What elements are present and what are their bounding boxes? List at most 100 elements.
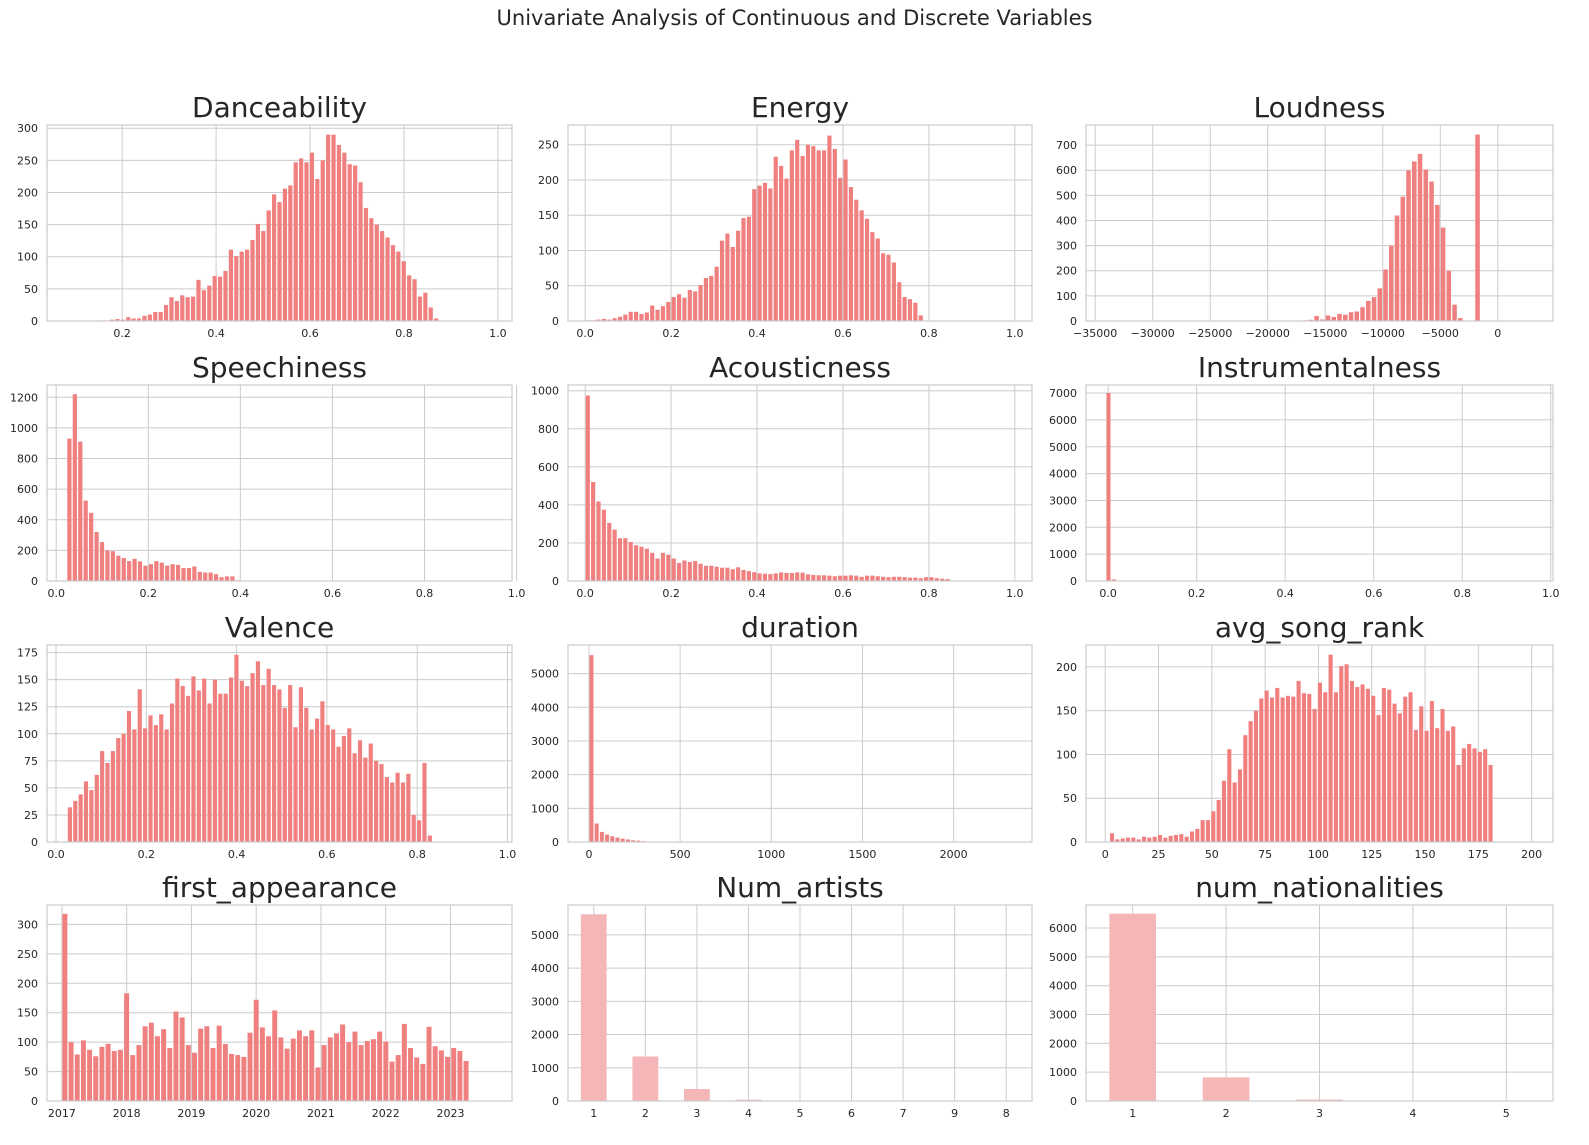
y-tick-label: 6000 (1049, 922, 1077, 935)
bar-acousticness (891, 576, 896, 581)
bar-avg-song-rank (1403, 696, 1408, 842)
bar-energy (848, 187, 854, 321)
bar-danceability (185, 297, 190, 321)
y-tick-label: 1000 (1049, 1066, 1077, 1079)
x-tick-label: 2017 (48, 1107, 76, 1120)
bar-speechiness (154, 561, 159, 581)
bar-acousticness (703, 565, 709, 581)
x-tick-label: 500 (670, 848, 691, 861)
bar-first-appearance (130, 1055, 136, 1101)
x-tick-label: 0.2 (140, 587, 158, 600)
bar-avg-song-rank (1472, 748, 1477, 842)
x-tick-label: 2018 (113, 1107, 141, 1120)
bar-acousticness (902, 577, 907, 581)
bar-first-appearance (235, 1055, 241, 1101)
bar-avg-song-rank (1477, 751, 1482, 842)
bar-avg-song-rank (1237, 769, 1243, 842)
y-tick-label: 200 (17, 186, 38, 199)
x-tick-label: 0.4 (232, 587, 250, 600)
bar-speechiness (213, 574, 219, 581)
plot-area-speechiness (47, 385, 512, 581)
bar-danceability (385, 237, 390, 321)
bar-first-appearance (136, 1045, 142, 1101)
x-tick-label: −15000 (1303, 327, 1347, 340)
bar-danceability (374, 224, 379, 321)
bar-avg-song-rank (1285, 695, 1291, 842)
bar-first-appearance (62, 913, 68, 1101)
bar-first-appearance (124, 993, 130, 1101)
bar-first-appearance (346, 1042, 352, 1101)
bar-first-appearance (327, 1037, 333, 1101)
bar-first-appearance (438, 1050, 444, 1101)
x-tick-label: 0.2 (1188, 587, 1206, 600)
bar-num-artists (735, 1099, 762, 1101)
bar-danceability (347, 164, 352, 321)
bar-danceability (353, 165, 358, 321)
y-tick-label: 3000 (531, 995, 559, 1008)
bar-avg-song-rank (1157, 834, 1163, 842)
bar-first-appearance (99, 1046, 105, 1101)
bar-acousticness (886, 577, 891, 581)
x-tick-label: 2023 (436, 1107, 464, 1120)
subplot-title-avg-song-rank: avg_song_rank (1215, 611, 1425, 644)
bar-speechiness (121, 558, 126, 581)
bar-speechiness (143, 565, 148, 581)
y-tick-label: 0 (31, 1095, 38, 1108)
bar-avg-song-rank (1264, 690, 1269, 842)
bar-valence (207, 703, 212, 842)
bar-valence (298, 687, 303, 842)
bar-valence (309, 729, 314, 842)
bar-energy (639, 313, 644, 321)
bar-valence (89, 790, 94, 842)
bar-first-appearance (173, 1011, 179, 1101)
y-tick-label: 0 (1070, 575, 1077, 588)
x-tick-label: −10000 (1361, 327, 1405, 340)
y-tick-label: 1200 (10, 391, 38, 404)
y-tick-label: 150 (538, 209, 559, 222)
bar-first-appearance (179, 1017, 185, 1101)
y-tick-label: 50 (24, 283, 38, 296)
bar-valence (180, 686, 185, 842)
bar-first-appearance (389, 1061, 395, 1101)
bar-danceability (417, 296, 423, 321)
x-tick-label: 0.0 (1099, 587, 1117, 600)
y-tick-label: 7000 (1049, 387, 1077, 400)
x-tick-label: 1.0 (1006, 587, 1024, 600)
y-tick-label: 100 (17, 251, 38, 264)
y-tick-label: 1000 (10, 422, 38, 435)
bar-danceability (174, 301, 179, 321)
bar-acousticness (698, 563, 703, 581)
bar-loudness (1366, 300, 1371, 321)
bar-valence (218, 693, 223, 842)
bar-valence (83, 781, 89, 842)
x-tick-label: 0.8 (395, 327, 413, 340)
bar-first-appearance (414, 1057, 420, 1101)
bar-first-appearance (204, 1026, 210, 1101)
bar-energy (741, 218, 746, 321)
bar-acousticness (757, 573, 762, 581)
bar-acousticness (752, 572, 757, 581)
bar-avg-song-rank (1461, 748, 1466, 842)
bar-energy (709, 275, 714, 321)
bar-first-appearance (222, 1043, 228, 1101)
x-tick-label: 2020 (242, 1107, 270, 1120)
bar-avg-song-rank (1381, 687, 1386, 842)
y-tick-label: 0 (31, 575, 38, 588)
y-tick-label: 4000 (531, 701, 559, 714)
bar-valence (261, 685, 266, 842)
bar-danceability (412, 279, 417, 321)
y-tick-label: 75 (24, 755, 38, 768)
bar-energy (693, 291, 698, 321)
x-tick-label: 75 (1258, 848, 1272, 861)
y-tick-label: 0 (1070, 836, 1077, 849)
bar-avg-song-rank (1456, 764, 1461, 842)
x-tick-label: 0 (1494, 327, 1501, 340)
bar-acousticness (924, 577, 929, 581)
bar-danceability (158, 312, 163, 321)
bar-avg-song-rank (1483, 749, 1488, 842)
plot-area-energy (568, 125, 1032, 321)
bar-loudness (1394, 215, 1400, 321)
bar-valence (191, 676, 196, 842)
bar-first-appearance (364, 1040, 370, 1101)
plot-frame (46, 644, 513, 843)
